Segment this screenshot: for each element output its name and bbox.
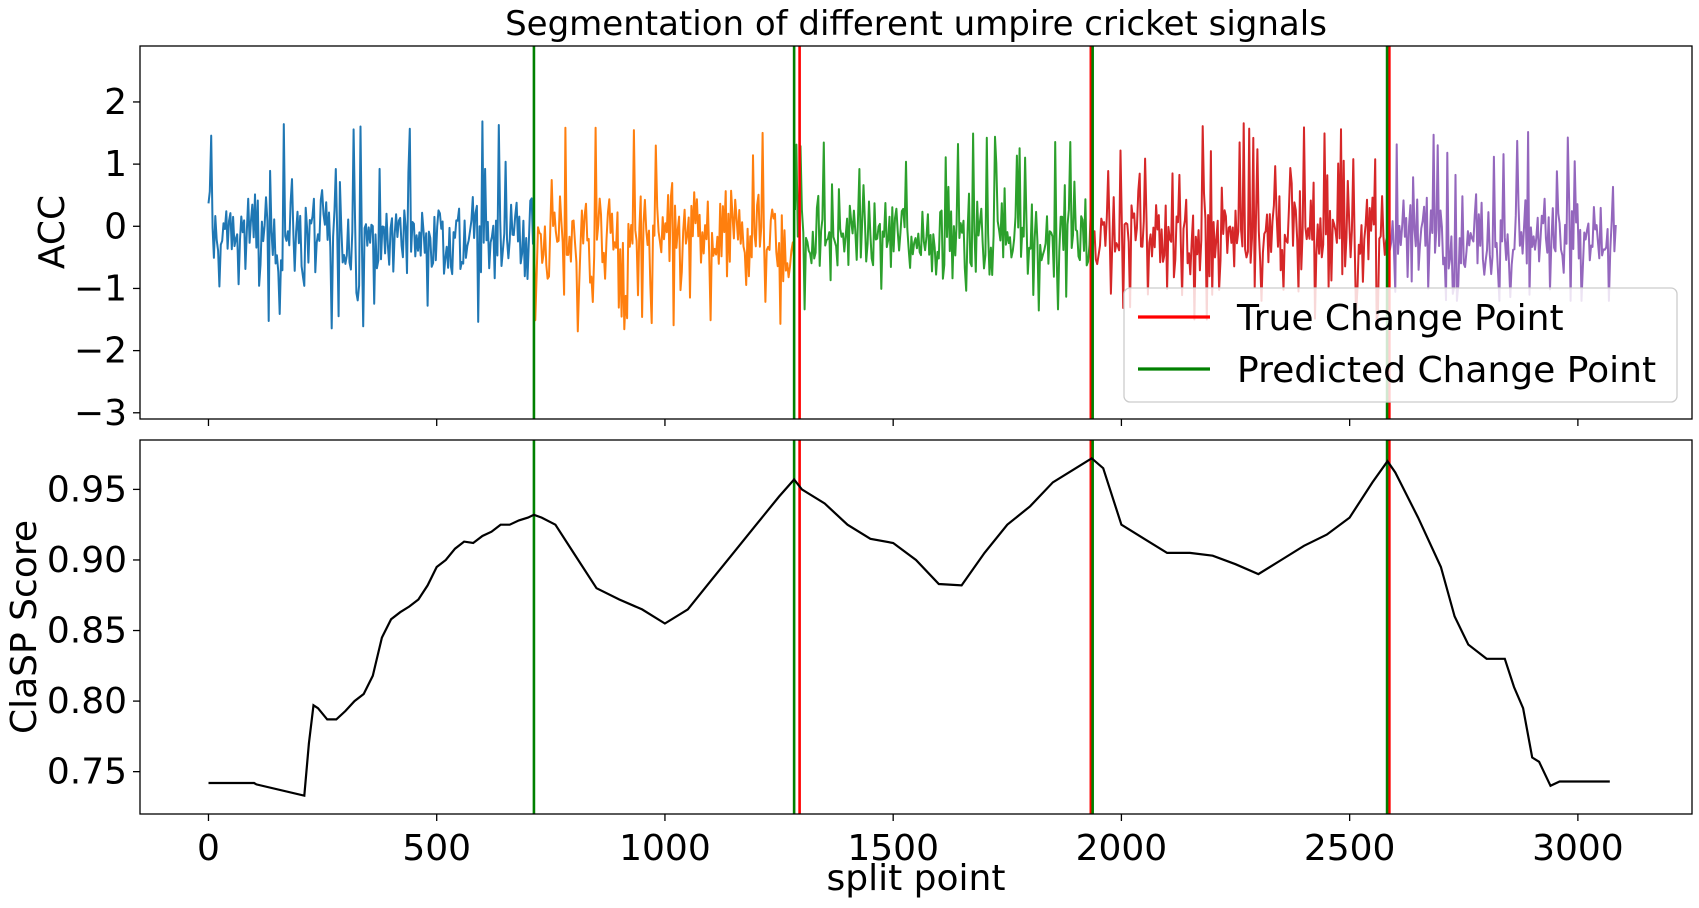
legend: True Change Point Predicted Change Point	[1123, 287, 1678, 403]
acc-series-segment-2	[532, 126, 796, 333]
chart-title: Segmentation of different umpire cricket…	[505, 4, 1327, 44]
x-tick-label: 0	[197, 828, 220, 869]
acc-series-segment-3	[794, 132, 1092, 312]
acc-series-segment-5	[1387, 124, 1617, 302]
legend-frame	[1123, 287, 1678, 403]
x-tick-label: 2500	[1304, 828, 1396, 869]
acc-series-segment-4	[1090, 122, 1389, 321]
clasp-panel: 0.95 0.90 0.85 0.80 0.75 0 500 1000 1500 2000 250…	[4, 439, 1693, 899]
acc-series-group	[207, 120, 1617, 333]
x-tick-label: 1000	[619, 828, 711, 869]
acc-y-axis-label: ACC	[32, 195, 73, 269]
x-tick-label: 2000	[1076, 828, 1168, 869]
clasp-y-tick-label: 0.95	[47, 469, 127, 510]
acc-y-tick-label: −1	[74, 268, 127, 309]
clasp-y-axis-label: ClaSP Score	[4, 520, 45, 734]
clasp-y-tick-label: 0.90	[47, 540, 127, 581]
legend-true-change-point-label: True Change Point	[1236, 298, 1564, 339]
acc-panel: 2 1 0 −1 −2 −3 ACC True Change Point Predicte…	[32, 45, 1693, 434]
clasp-y-ticks: 0.95 0.90 0.85 0.80 0.75	[47, 469, 140, 793]
x-tick-label: 1500	[847, 828, 939, 869]
acc-y-tick-label: 2	[104, 82, 127, 123]
clasp-y-tick-label: 0.75	[47, 752, 127, 793]
acc-y-tick-label: −3	[74, 393, 127, 434]
acc-y-ticks: 2 1 0 −1 −2 −3	[74, 82, 140, 434]
x-tick-label: 3000	[1532, 828, 1624, 869]
x-axis-label: split point	[827, 858, 1006, 899]
clasp-plot-frame	[139, 439, 1693, 815]
acc-x-ticks	[207, 419, 1579, 426]
acc-plot-frame	[139, 45, 1693, 420]
clasp-y-tick-label: 0.80	[47, 681, 127, 722]
clasp-x-ticks: 0 500 1000 1500 2000 2500 3000	[197, 814, 1624, 869]
acc-y-tick-label: 1	[104, 144, 127, 185]
bottom-change-point-lines	[532, 440, 1391, 814]
x-tick-label: 500	[402, 828, 471, 869]
acc-y-tick-label: 0	[104, 206, 127, 247]
legend-predicted-change-point-label: Predicted Change Point	[1237, 350, 1656, 391]
clasp-y-tick-label: 0.85	[47, 611, 127, 652]
acc-series-segment-1	[207, 120, 534, 330]
acc-y-tick-label: −2	[74, 331, 127, 372]
clasp-score-line	[208, 456, 1610, 798]
